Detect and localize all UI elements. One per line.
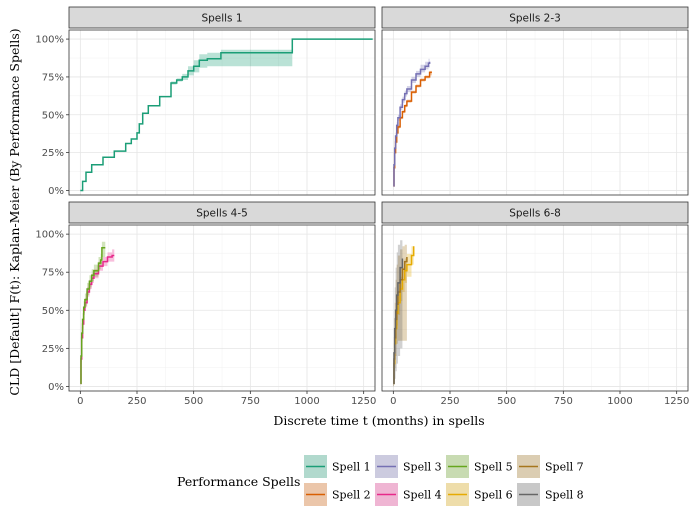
legend-item-spell-6: Spell 6 (446, 483, 513, 506)
x-tick-label: 500 (497, 396, 516, 407)
panel-border-spells-1 (68, 29, 376, 196)
plot-area-spells-2-3 (393, 57, 432, 187)
legend-title: Performance Spells (177, 474, 300, 489)
panel-strip-spells-2-3 (381, 6, 689, 29)
gridlines-spells-2-3 (382, 30, 688, 195)
x-tick-label: 0 (77, 396, 83, 407)
legend-item-spell-8: Spell 8 (517, 483, 584, 506)
panel-border-spells-4-5 (68, 224, 376, 392)
x-tick-label: 1250 (664, 396, 689, 407)
x-axis-title: Discrete time t (months) in spells (273, 413, 484, 428)
x-tick-label: 1250 (351, 396, 376, 407)
gridlines-spells-6-8 (382, 225, 688, 391)
x-tick-label: 250 (127, 396, 146, 407)
legend-label-spell-5: Spell 5 (474, 461, 513, 474)
legend-label-spell-2: Spell 2 (332, 489, 371, 502)
gridlines-spells-4-5 (69, 225, 375, 391)
x-tick-label: 750 (554, 396, 573, 407)
panel-title-spells-2-3: Spells 2-3 (509, 13, 561, 25)
legend-label-spell-4: Spell 4 (403, 489, 442, 502)
legend-label-spell-6: Spell 6 (474, 489, 513, 502)
x-tick-label: 1000 (294, 396, 319, 407)
x-tick-label: 1000 (607, 396, 632, 407)
y-tick-label: 25% (42, 344, 64, 355)
panel-spells-6-8: Spells 6-8 0 250 500 750 1000 1250 (381, 201, 689, 407)
y-tick-label: 0% (48, 382, 64, 393)
y-tick-label: 100% (35, 35, 64, 46)
y-tick-label: 0% (48, 186, 64, 197)
x-tick-label: 750 (241, 396, 260, 407)
y-tick-label: 25% (42, 148, 64, 159)
legend-item-spell-5: Spell 5 (446, 455, 513, 478)
panel-title-spells-6-8: Spells 6-8 (509, 208, 561, 220)
x-tick-label: 250 (440, 396, 459, 407)
legend-label-spell-1: Spell 1 (332, 461, 371, 474)
legend-label-spell-7: Spell 7 (545, 461, 584, 474)
legend-item-spell-4: Spell 4 (375, 483, 442, 506)
legend-item-spell-2: Spell 2 (304, 483, 371, 506)
x-tick-label: 500 (184, 396, 203, 407)
panel-strip-spells-6-8 (381, 201, 689, 224)
facet-panels: Spells 1 0% 25% 50% 75% 100% Spells 2-3 Spells … (35, 6, 689, 407)
km-line-spell-3 (393, 61, 431, 187)
y-axis-title: CLD [Default] F(t): Kaplan-Meier (By Per… (7, 28, 22, 395)
km-line-spell-8 (393, 258, 404, 385)
panel-border-spells-6-8 (381, 224, 689, 392)
panel-title-spells-1: Spells 1 (201, 13, 242, 25)
panel-spells-1: Spells 1 0% 25% 50% 75% 100% (35, 6, 376, 197)
gridlines-spells-1 (69, 30, 375, 195)
x-tick-label: 0 (390, 396, 396, 407)
plot-area-spells-6-8 (393, 240, 415, 387)
legend-item-spell-1: Spell 1 (304, 455, 371, 478)
plot-area-spells-4-5 (80, 241, 115, 385)
km-line-spell-1 (80, 38, 373, 192)
ci-ribbon-spell-5 (80, 241, 106, 384)
panel-strip-spells-4-5 (68, 201, 376, 224)
panel-border-spells-2-3 (381, 29, 689, 196)
y-tick-label: 50% (42, 306, 64, 317)
legend-item-spell-7: Spell 7 (517, 455, 584, 478)
km-line-spell-5 (80, 247, 106, 385)
plot-area-spells-1 (80, 38, 373, 192)
legend-label-spell-8: Spell 8 (545, 489, 584, 502)
legend-item-spell-3: Spell 3 (375, 455, 442, 478)
ci-ribbon-spell-4 (80, 249, 115, 384)
panel-spells-4-5: Spells 4-5 0% 25% 50% 75% 100% 0 250 500 750 1000 1… (35, 201, 376, 407)
panel-title-spells-4-5: Spells 4-5 (196, 208, 248, 220)
y-tick-label: 100% (35, 230, 64, 241)
legend: Performance Spells Spell 1 Spell 2 Spell 3… (177, 455, 584, 506)
y-tick-label: 75% (42, 268, 64, 279)
panel-spells-2-3: Spells 2-3 (381, 6, 689, 196)
panel-strip-spells-1 (68, 6, 376, 29)
legend-label-spell-3: Spell 3 (403, 461, 442, 474)
y-tick-label: 50% (42, 110, 64, 121)
y-tick-label: 75% (42, 72, 64, 83)
